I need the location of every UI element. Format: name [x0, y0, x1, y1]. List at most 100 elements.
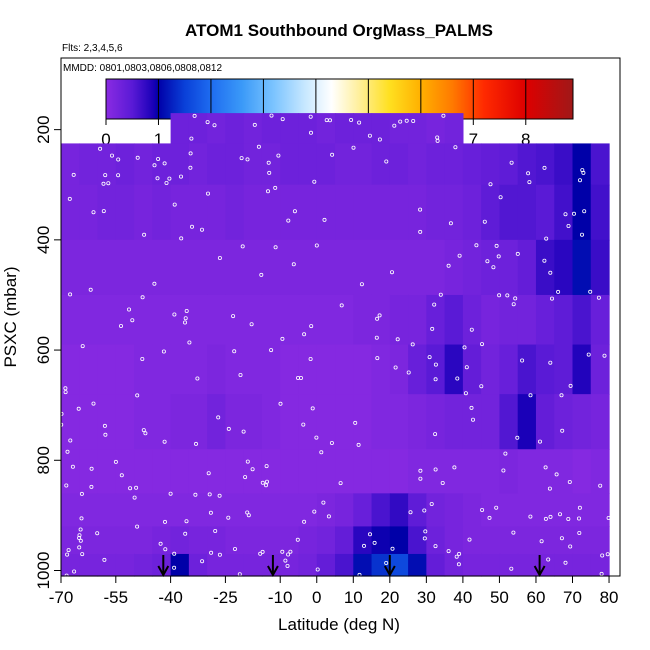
sample-point: [560, 428, 565, 433]
heatmap-cell: [389, 239, 409, 296]
heatmap-cell: [243, 239, 263, 296]
heatmap-cell: [152, 184, 172, 241]
sample-point: [246, 513, 251, 518]
heatmap-cell: [462, 526, 482, 555]
heatmap-cell: [481, 239, 501, 296]
heatmap-cell: [170, 184, 190, 241]
sample-point: [433, 432, 438, 437]
heatmap-cell: [481, 143, 501, 186]
heatmap-cell: [170, 493, 190, 528]
heatmap-cell: [517, 493, 537, 528]
heatmap-cell: [79, 493, 99, 528]
heatmap-cell: [79, 344, 99, 395]
heatmap-cell: [499, 184, 519, 241]
heatmap-cell: [444, 493, 464, 528]
sample-point: [63, 390, 68, 395]
heatmap-cell: [517, 344, 537, 395]
sample-point: [509, 566, 514, 571]
heatmap-cell: [152, 294, 172, 346]
heatmap-cell: [152, 394, 172, 450]
heatmap-cell: [298, 553, 318, 577]
sample-point: [319, 450, 324, 455]
sample-point: [375, 316, 380, 321]
sample-point: [162, 519, 167, 524]
y-tick-label: 1000: [34, 552, 53, 590]
heatmap-cell: [97, 449, 117, 494]
x-tick-label: -70: [49, 588, 74, 607]
sample-point: [577, 516, 582, 521]
sample-point: [205, 191, 210, 196]
sample-point: [89, 466, 94, 471]
sample-point: [205, 120, 210, 125]
sample-point: [314, 435, 319, 440]
heatmap-cell: [61, 394, 80, 450]
sample-point: [158, 541, 163, 546]
heatmap-cell: [408, 493, 427, 528]
sample-points: [59, 113, 611, 578]
heatmap-cell: [316, 113, 336, 145]
sample-point: [77, 536, 82, 541]
heatmap-cell: [298, 449, 318, 494]
sample-point: [566, 223, 571, 228]
sample-point: [438, 292, 443, 297]
sample-point: [389, 270, 394, 275]
heatmap-cell: [535, 294, 555, 346]
heatmap-cell: [535, 143, 555, 186]
sample-point: [351, 145, 356, 150]
sample-point: [162, 161, 167, 166]
sample-point: [469, 327, 474, 332]
heatmap-cell: [444, 449, 464, 494]
sample-point: [339, 303, 344, 308]
heatmap-cell: [389, 394, 409, 450]
sample-point: [392, 123, 397, 128]
sample-point: [143, 431, 148, 436]
sample-point: [64, 483, 69, 488]
sample-point: [598, 483, 603, 488]
sample-point: [199, 227, 204, 232]
heatmap-cell: [335, 239, 354, 296]
heatmap-cell: [97, 294, 117, 346]
heatmap-cell: [481, 294, 501, 346]
heatmap-cell: [115, 184, 135, 241]
heatmap-cell: [590, 239, 610, 296]
sample-point: [79, 516, 84, 521]
sample-point: [578, 178, 583, 183]
sample-point: [226, 515, 231, 520]
x-tick-label: 10: [344, 588, 363, 607]
heatmap-cell: [481, 493, 501, 528]
sample-point: [301, 422, 306, 427]
sample-point: [582, 209, 587, 214]
sample-point: [213, 529, 218, 534]
sample-point: [167, 176, 172, 181]
sample-point: [65, 552, 70, 557]
sample-point: [243, 475, 248, 480]
heatmap-cell: [444, 143, 464, 186]
heatmap-cell: [280, 143, 300, 186]
heatmap-cell: [225, 239, 245, 296]
heatmap-cell: [481, 184, 501, 241]
heatmap-cell: [170, 394, 190, 450]
sample-point: [496, 254, 501, 259]
sample-point: [602, 353, 607, 358]
sample-point: [469, 405, 474, 410]
sample-point: [488, 182, 493, 187]
sample-point: [315, 567, 320, 572]
heatmap-cell: [335, 113, 354, 145]
heatmap-cell: [170, 294, 190, 346]
heatmap-cell: [353, 493, 373, 528]
sample-point: [119, 323, 124, 328]
sample-point: [212, 123, 217, 128]
heatmap-cell: [590, 449, 610, 494]
heatmap-cell: [115, 449, 135, 494]
sample-point: [411, 119, 416, 124]
heatmap-cell: [188, 113, 208, 145]
heatmap-cell: [590, 344, 610, 395]
sample-point: [554, 472, 559, 477]
sample-point: [547, 486, 552, 491]
heatmap-cell: [426, 143, 446, 186]
sample-point: [487, 515, 492, 520]
heatmap-cell: [371, 344, 391, 395]
heatmap-cell: [134, 344, 153, 395]
heatmap-cell: [353, 239, 373, 296]
heatmap-cell: [389, 526, 409, 555]
